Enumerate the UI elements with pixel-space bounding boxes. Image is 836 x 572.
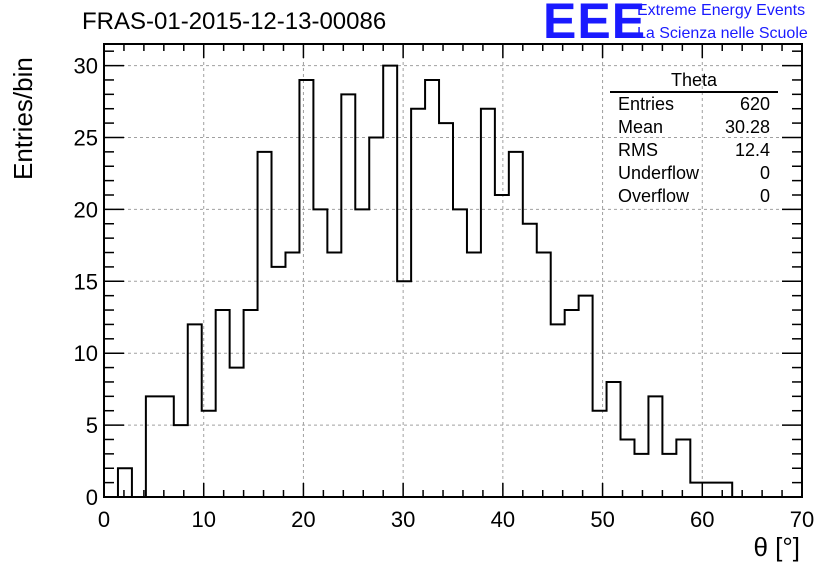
x-tick-label: 30	[391, 507, 415, 532]
y-tick-label: 15	[74, 269, 98, 294]
x-axis-label: θ [°]	[753, 532, 800, 562]
stats-row-entries: Entries 620	[610, 93, 778, 116]
stats-value: 0	[759, 163, 770, 183]
logo-line-1: Extreme Energy Events	[637, 2, 806, 19]
x-tick-label: 50	[590, 507, 614, 532]
x-tick-label: 70	[790, 507, 814, 532]
stats-label: RMS	[618, 140, 658, 160]
stats-label: Mean	[618, 117, 664, 137]
y-tick-label: 0	[86, 485, 98, 510]
logo-line-2: La Scienza nelle Scuole	[637, 25, 808, 42]
stats-value: 12.4	[734, 140, 770, 160]
y-tick-label: 25	[74, 125, 98, 150]
chart-title: FRAS-01-2015-12-13-00086	[82, 8, 387, 35]
y-tick-label: 10	[74, 341, 98, 366]
stats-title: Theta	[610, 70, 778, 93]
x-tick-label: 60	[690, 507, 714, 532]
stats-label: Overflow	[618, 186, 690, 206]
stats-row-underflow: Underflow 0	[610, 162, 778, 185]
stats-row-rms: RMS 12.4	[610, 139, 778, 162]
y-tick-label: 5	[86, 413, 98, 438]
eee-logo-mark: EEE	[543, 0, 647, 49]
x-tick-label: 20	[291, 507, 315, 532]
stats-row-overflow: Overflow 0	[610, 185, 778, 208]
histogram-outline	[104, 64, 802, 498]
plot-frame	[103, 43, 803, 498]
x-tick-label: 40	[491, 507, 515, 532]
stats-value: 0	[759, 186, 770, 206]
x-tick-label: 10	[191, 507, 215, 532]
stats-label: Underflow	[618, 163, 700, 183]
stats-row-mean: Mean 30.28	[610, 116, 778, 139]
stats-box: Theta Entries 620 Mean 30.28 RMS 12.4 Un…	[610, 70, 778, 208]
stats-value: 30.28	[724, 117, 770, 137]
stats-label: Entries	[618, 94, 675, 114]
y-tick-label: 30	[74, 54, 98, 79]
tick-labels: 0 10 20 30 40 50 60 70 0 5 10 15 20 25 30	[74, 54, 815, 532]
y-tick-label: 20	[74, 197, 98, 222]
x-tick-label: 0	[98, 507, 110, 532]
stats-value: 620	[739, 94, 770, 114]
y-axis-label: Entries/bin	[8, 57, 38, 180]
